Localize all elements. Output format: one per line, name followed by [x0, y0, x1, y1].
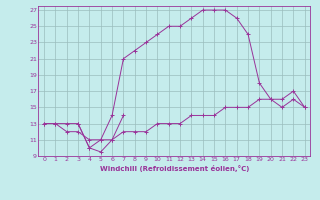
X-axis label: Windchill (Refroidissement éolien,°C): Windchill (Refroidissement éolien,°C)	[100, 165, 249, 172]
